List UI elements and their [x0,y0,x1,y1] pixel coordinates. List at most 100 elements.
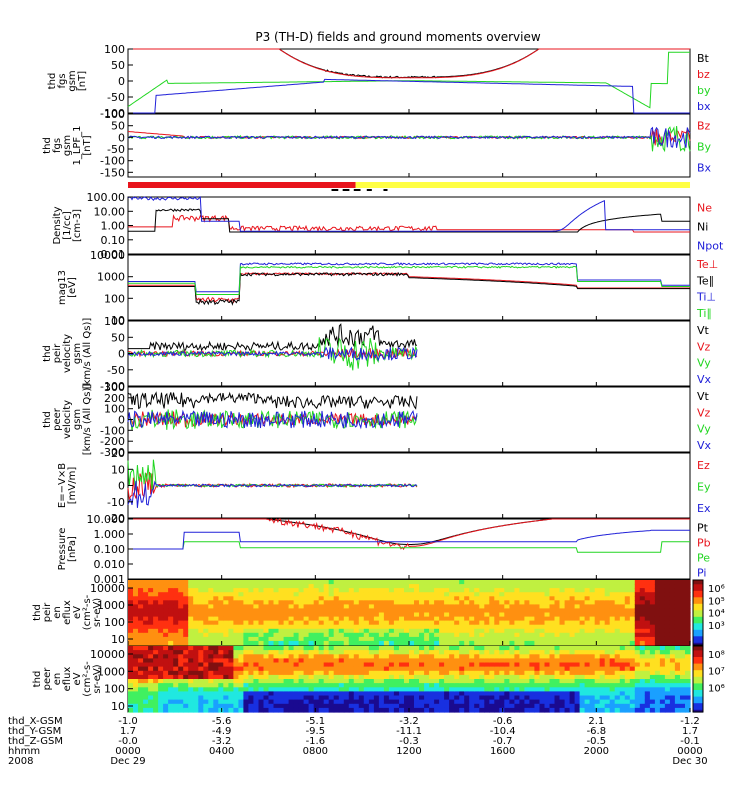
spectrogram-cell [404,596,410,601]
spectrogram-cell [278,654,285,659]
spectrogram-cell [293,600,300,605]
spectrogram-cell [444,670,450,676]
x-axis-value: -10.4 [490,726,516,737]
spectrogram-cell [649,674,656,680]
spectrogram-cell [318,691,325,697]
spectrogram-cell [328,654,335,659]
spectrogram-cell [685,666,691,672]
spectrogram-cell [163,679,169,684]
spectrogram-cell [404,584,410,589]
spectrogram-cell [424,628,430,634]
spectrogram-cell [509,640,515,646]
spectrogram-cell [599,608,606,614]
spectrogram-cell [454,695,460,701]
spectrogram-cell [383,628,390,634]
spectrogram-cell [298,707,305,713]
spectrogram-cell [153,695,159,701]
spectrogram-cell [454,624,460,630]
spectrogram-cell [368,691,375,697]
spectrogram-cell [619,620,626,626]
spectrogram-cell [509,679,515,684]
spectrogram-cell [388,636,395,642]
spectrogram-cell [544,600,551,605]
spectrogram-cell [198,646,204,651]
spectrogram-cell [343,588,350,593]
spectrogram-cell [594,608,601,614]
spectrogram-cell [529,646,535,651]
spectrogram-cell [228,679,234,684]
spectrogram-cell [378,584,385,589]
spectrogram-cell [619,683,626,688]
spectrogram-cell [594,658,601,664]
spectrogram-cell [614,679,621,684]
spectrogram-cell [454,654,460,659]
spectrogram-cell [383,699,390,705]
spectrogram-cell [343,687,350,692]
spectrogram-cell [158,640,164,646]
spectrogram-cell [529,666,535,672]
spectrogram-cell [373,632,380,638]
spectrogram-cell [509,695,515,701]
spectrogram-cell [368,687,375,692]
spectrogram-cell [419,612,425,618]
spectrogram-cell [494,691,500,697]
spectrogram-cell [173,608,179,614]
spectrogram-cell [449,707,455,713]
x-axis-value: -9.5 [306,726,326,737]
spectrogram-cell [173,646,179,651]
spectrogram-cell [268,616,275,622]
spectrogram-cell [268,646,275,651]
spectrogram-cell [419,662,425,668]
spectrogram-cell [153,588,159,593]
spectrogram-cell [619,691,626,697]
spectrogram-cell [283,628,290,634]
spectrogram-cell [459,695,465,701]
spectrogram-cell [584,596,591,601]
spectrogram-cell [173,628,179,634]
spectrogram-cell [373,658,380,664]
spectrogram-cell [444,612,450,618]
spectrogram-cell [258,588,265,593]
spectrogram-cell [444,650,450,655]
spectrogram-cell [288,687,295,692]
spectrogram-cell [148,687,154,692]
spectrogram-cell [268,628,275,634]
spectrogram-cell [213,683,219,688]
spectrogram-cell [559,580,566,585]
spectrogram-cell [484,658,490,664]
spectrogram-cell [278,604,285,610]
spectrogram-cell [378,703,385,709]
spectrogram-cell [584,600,591,605]
colorbar-cell [693,709,703,713]
spectrogram-cell [574,612,581,618]
spectrogram-cell [604,670,611,676]
colorbar-cell [693,668,703,671]
spectrogram-cell [524,666,530,672]
spectrogram-cell [393,600,400,605]
spectrogram-cell [188,588,194,593]
spectrogram-cell [258,662,265,668]
spectrogram-cell [383,658,390,664]
spectrogram-cell [399,636,405,642]
spectrogram-cell [504,632,510,638]
spectrogram-cell [424,588,430,593]
spectrogram-cell [203,628,209,634]
spectrogram-cell [649,632,656,638]
spectrogram-cell [539,658,546,664]
spectrogram-cell [193,628,199,634]
spectrogram-cell [343,646,350,651]
spectrogram-cell [509,612,515,618]
spectrogram-cell [373,654,380,659]
spectrogram-cell [449,620,455,626]
spectrogram-cell [469,695,475,701]
spectrogram-cell [283,674,290,680]
spectrogram-cell [469,699,475,705]
spectrogram-cell [388,584,395,589]
spectrogram-cell [183,608,189,614]
spectrogram-cell [549,596,556,601]
spectrogram-cell [624,592,631,597]
spectrogram-cell [278,592,285,597]
spectrogram-cell [539,703,546,709]
spectrogram-cell [268,612,275,618]
spectrogram-cell [328,703,335,709]
